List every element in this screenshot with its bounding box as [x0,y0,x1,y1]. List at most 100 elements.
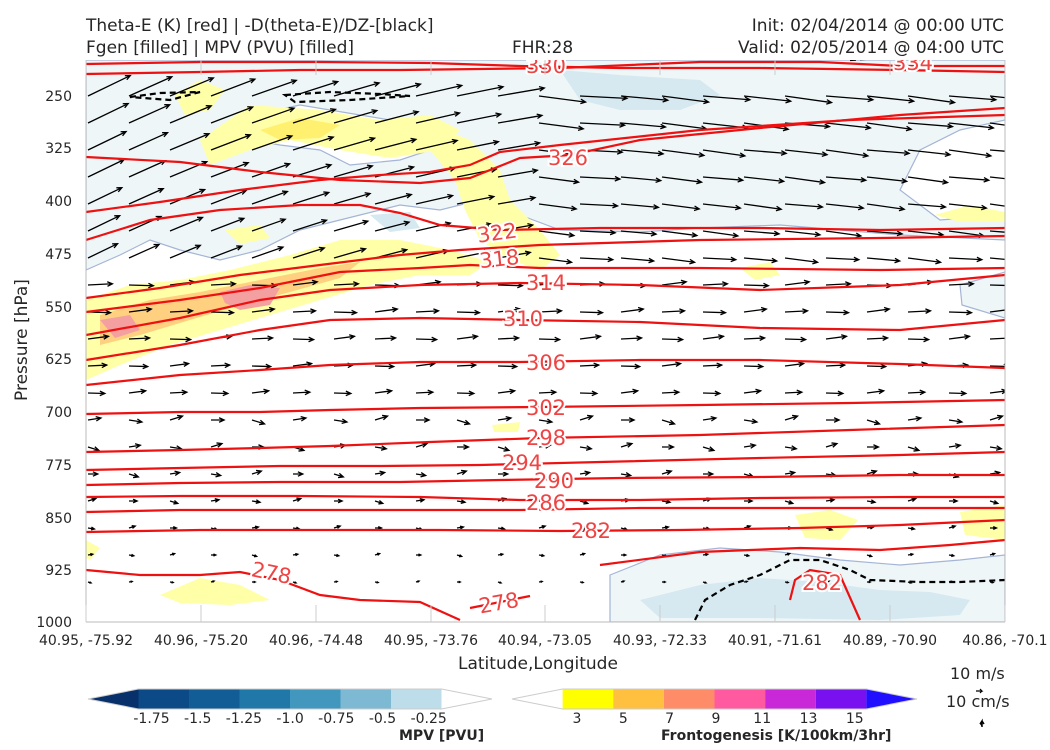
wind-vector [620,176,663,183]
wind-vector [825,122,872,131]
wind-vector [292,191,331,205]
wind-vector [989,284,1005,287]
wind-vector [128,553,136,558]
wind-vector [825,95,875,103]
wind-vector [374,363,396,370]
colorbar-segment [562,689,614,709]
theta-e-contour-label: 298 [526,426,566,450]
colorbar-segment [189,689,240,709]
wind-vector [948,580,954,584]
wind-vector [457,580,462,584]
theta-e-contour-label: 326 [548,146,588,170]
wind-vector [825,281,852,287]
wind-vector [620,580,626,583]
wind-vector [907,446,921,452]
wind-vector [743,388,763,395]
wind-vector [456,309,482,316]
wind-vector [907,257,943,265]
wind-vector [497,306,522,313]
wind-vector [948,524,957,529]
theta-e-contour [86,106,1005,185]
y-tick-label: 775 [45,458,72,474]
wind-vector [210,362,232,369]
wind-vector [784,176,827,185]
wind-vector [128,580,134,584]
wind-vector [703,471,715,477]
wind-vector [784,336,808,343]
wind-vector [702,581,708,584]
filled-contour-region [960,505,1005,540]
theta-e-labels: 330 3343263223183143103063022982942902862… [247,60,935,620]
colorbar-segment [613,689,664,709]
wind-vector [579,414,595,421]
dtheta-e-dz-contours [129,60,1005,621]
wind-vector [620,230,658,237]
wind-vector [784,580,790,584]
wind-vector [866,95,916,104]
wind-vector [621,553,628,557]
wind-vector [128,104,172,124]
y-tick-label: 550 [45,300,72,316]
wind-vector [169,244,202,259]
wind-vector [415,580,421,583]
wind-vector [867,444,881,450]
wind-vector [128,388,148,395]
wind-vector [661,203,701,212]
wind-vector [333,247,368,259]
wind-vector [128,76,174,97]
wind-vector [538,176,581,185]
wind-vector [497,168,539,178]
wind-vector [620,306,645,313]
wind-vector [333,281,360,287]
wind-vector [866,335,890,342]
x-tick-label: 40.96, -74.48 [269,633,363,649]
wind-vector [292,135,335,151]
wind-vector [989,337,1005,340]
wind-vector [251,79,298,97]
wind-vector [784,257,820,265]
wind-vector [907,203,948,210]
wind-vector [989,580,995,584]
wind-vector [989,388,1005,395]
wind-vector [989,445,1003,451]
wind-vector [661,257,697,265]
filled-contour-region [935,205,1005,222]
colorbar-tick-label: 13 [800,711,818,727]
wind-vector [374,220,411,232]
wind-vector [948,309,974,316]
wind-vector [907,497,918,503]
wind-vector [292,108,338,124]
wind-vector [128,363,150,370]
wind-vector [333,164,374,178]
theta-e-contour [86,273,1005,337]
dthetae-dz-contour [281,90,411,104]
wind-vector [210,78,257,97]
wind-vector [784,149,829,157]
wind-vector [211,553,218,557]
wind-vector [415,138,459,151]
wind-vector [497,335,521,342]
wind-vector [579,202,620,209]
wind-vector [825,309,851,316]
wind-vector [989,122,1005,126]
wind-vector [948,256,984,263]
wind-vector [210,217,246,232]
wind-vector [989,203,1005,207]
wind-vector [826,417,841,423]
y-tick-label: 850 [45,511,72,527]
colorbar-tick-label: 9 [711,711,720,727]
wind-vector [538,203,578,212]
wind-vector [907,176,950,185]
wind-vector [128,306,153,313]
wind-vector [825,256,861,263]
wind-vector [333,418,349,425]
wind-vector [456,249,491,259]
wind-vector [579,445,593,451]
y-tick-label: 1000 [36,615,72,631]
x-tick-label: 40.91, -71.61 [728,633,822,649]
wind-vector [456,499,467,505]
wind-vector [743,95,793,104]
wind-vector [866,388,886,395]
wind-vector [87,497,98,503]
